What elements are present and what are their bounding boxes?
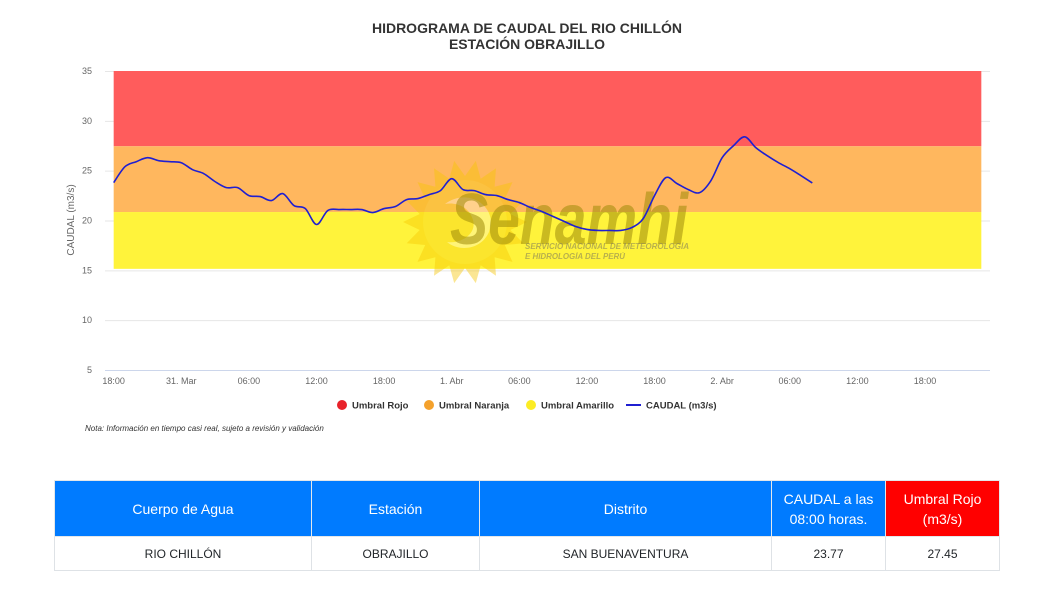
y-tick-label: 15	[82, 265, 92, 275]
x-tick-label: 18:00	[643, 376, 666, 386]
y-tick-label: 30	[82, 116, 92, 126]
y-tick-label: 10	[82, 315, 92, 325]
header-distrito: Distrito	[479, 480, 772, 537]
cell-umbral-rojo: 27.45	[885, 536, 1000, 571]
cell-distrito: SAN BUENAVENTURA	[479, 536, 772, 571]
x-tick-label: 12:00	[305, 376, 328, 386]
legend: Umbral Rojo Umbral Naranja Umbral Amaril…	[337, 400, 717, 412]
caudal-series-line	[113, 135, 813, 232]
header-umbral-rojo: Umbral Rojo (m3/s)	[885, 480, 1000, 537]
senamhi-watermark: Senamhi SERVICIO NACIONAL DE METEOROLOGÍ…	[403, 160, 690, 284]
x-tick-label: 12:00	[846, 376, 869, 386]
y-axis-labels: 5 10 15 20 25 30 35	[82, 66, 92, 375]
x-tick-label: 18:00	[373, 376, 396, 386]
legend-label: CAUDAL (m3/s)	[646, 401, 717, 412]
umbral-naranja-band	[113, 146, 982, 213]
cell-cuerpo-de-agua: RIO CHILLÓN	[54, 536, 312, 571]
legend-item-umbral-amarillo[interactable]: Umbral Amarillo	[526, 400, 614, 412]
x-tick-label: 31. Mar	[166, 376, 197, 386]
chart-title: HIDROGRAMA DE CAUDAL DEL RIO CHILLÓN	[372, 19, 682, 36]
sun-logo-icon	[403, 160, 527, 284]
x-tick-label: 18:00	[102, 376, 125, 386]
x-tick-label: 12:00	[576, 376, 599, 386]
legend-marker	[337, 400, 347, 410]
y-tick-label: 20	[82, 216, 92, 226]
legend-item-caudal[interactable]: CAUDAL (m3/s)	[626, 401, 717, 412]
table-row: RIO CHILLÓN OBRAJILLO SAN BUENAVENTURA 2…	[54, 536, 1000, 571]
legend-label: Umbral Naranja	[439, 401, 510, 412]
header-cuerpo-de-agua: Cuerpo de Agua	[54, 480, 312, 537]
cell-estacion: OBRAJILLO	[311, 536, 480, 571]
threshold-bands	[113, 71, 982, 269]
umbral-rojo-band	[113, 71, 982, 147]
watermark-brand: Senamhi	[450, 180, 690, 260]
x-tick-label: 2. Abr	[710, 376, 734, 386]
legend-item-umbral-naranja[interactable]: Umbral Naranja	[424, 400, 510, 412]
y-tick-label: 5	[87, 365, 92, 375]
watermark-line-1: SERVICIO NACIONAL DE METEOROLOGÍA	[525, 242, 689, 251]
header-caudal: CAUDAL a las 08:00 horas.	[771, 480, 886, 537]
legend-label: Umbral Rojo	[352, 401, 409, 412]
x-tick-label: 06:00	[238, 376, 261, 386]
umbral-amarillo-band	[113, 212, 982, 269]
cell-caudal: 23.77	[771, 536, 886, 571]
legend-label: Umbral Amarillo	[541, 401, 614, 412]
legend-marker	[526, 400, 536, 410]
y-tick-label: 35	[82, 66, 92, 76]
legend-item-umbral-rojo[interactable]: Umbral Rojo	[337, 400, 409, 412]
chart-note: Nota: Información en tiempo casi real, s…	[85, 424, 324, 433]
hydrograph-chart: HIDROGRAMA DE CAUDAL DEL RIO CHILLÓN EST…	[66, 19, 990, 433]
header-estacion: Estación	[311, 480, 480, 537]
y-axis-title: CAUDAL (m3/s)	[66, 184, 77, 255]
x-tick-label: 06:00	[508, 376, 531, 386]
x-tick-label: 06:00	[778, 376, 801, 386]
table-header-row: Cuerpo de Agua Estación Distrito CAUDAL …	[54, 480, 1000, 537]
chart-subtitle: ESTACIÓN OBRAJILLO	[449, 35, 605, 52]
watermark-line-2: E HIDROLOGÍA DEL PERÚ	[525, 252, 625, 261]
station-table: Cuerpo de Agua Estación Distrito CAUDAL …	[54, 480, 1000, 571]
x-tick-label: 18:00	[914, 376, 937, 386]
x-tick-label: 1. Abr	[440, 376, 464, 386]
y-tick-label: 25	[82, 166, 92, 176]
x-axis-labels: 18:00 31. Mar 06:00 12:00 18:00 1. Abr 06:00 12…	[102, 376, 936, 386]
legend-marker	[424, 400, 434, 410]
